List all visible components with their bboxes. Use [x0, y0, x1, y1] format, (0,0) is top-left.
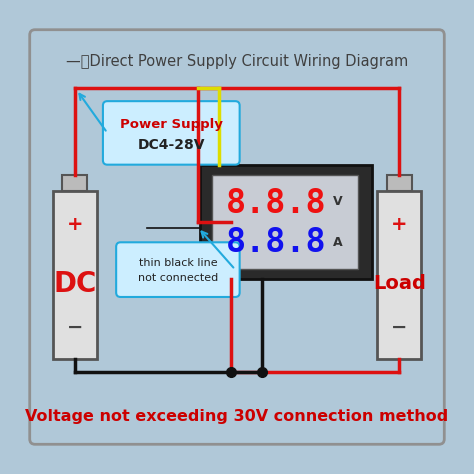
Text: A: A [333, 236, 342, 249]
Text: not connected: not connected [138, 273, 218, 283]
Text: 8.8.8: 8.8.8 [226, 187, 327, 220]
Text: +: + [66, 215, 83, 234]
Text: Power Supply: Power Supply [120, 118, 223, 131]
Text: DC: DC [53, 270, 96, 298]
Text: DC4-28V: DC4-28V [137, 138, 205, 152]
Text: V: V [333, 195, 342, 208]
Text: −: − [66, 319, 83, 337]
FancyBboxPatch shape [103, 101, 240, 164]
FancyBboxPatch shape [116, 242, 240, 297]
Text: 8.8.8: 8.8.8 [226, 226, 327, 259]
FancyBboxPatch shape [387, 175, 411, 191]
Text: Voltage not exceeding 30V connection method: Voltage not exceeding 30V connection met… [26, 409, 448, 424]
FancyBboxPatch shape [377, 191, 421, 359]
Text: −: − [391, 319, 408, 337]
FancyBboxPatch shape [200, 164, 372, 279]
Text: thin black line: thin black line [138, 257, 217, 268]
FancyBboxPatch shape [63, 175, 87, 191]
Text: Load: Load [373, 274, 426, 293]
FancyBboxPatch shape [212, 175, 358, 269]
Text: +: + [391, 215, 408, 234]
FancyBboxPatch shape [53, 191, 97, 359]
FancyBboxPatch shape [30, 30, 444, 444]
Text: —、Direct Power Supply Circuit Wiring Diagram: —、Direct Power Supply Circuit Wiring Dia… [66, 54, 408, 69]
